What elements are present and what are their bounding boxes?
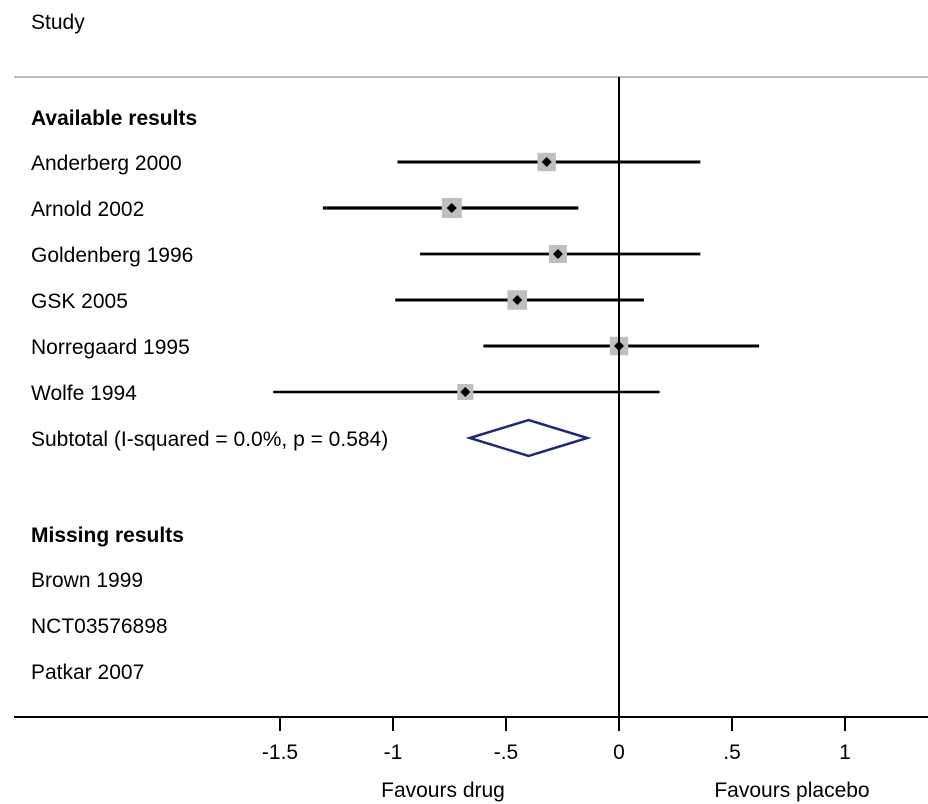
- study-column-header: Study: [31, 11, 85, 34]
- subtotal-label: Subtotal (I-squared = 0.0%, p = 0.584): [31, 428, 388, 451]
- effect-marks: [273, 77, 760, 717]
- favours-drug-label: Favours drug: [381, 779, 505, 802]
- x-tick-label: 1: [839, 741, 851, 764]
- study-label: Patkar 2007: [31, 661, 144, 684]
- point-estimate: [552, 249, 563, 259]
- study-label: Brown 1999: [31, 569, 143, 592]
- point-estimate: [512, 295, 523, 305]
- study-label: Arnold 2002: [31, 198, 144, 221]
- x-tick-label: -.5: [494, 741, 519, 764]
- x-tick-label: -1: [384, 741, 403, 764]
- point-estimate: [541, 157, 552, 167]
- study-label: NCT03576898: [31, 615, 168, 638]
- x-tick-label: 0: [613, 741, 625, 764]
- x-tick-label: -1.5: [262, 741, 298, 764]
- study-label: Goldenberg 1996: [31, 244, 193, 267]
- x-axis: -1.5 -1 -.5 0 .5 1 Favours drug Favours placebo: [14, 716, 928, 802]
- group-heading-missing: Missing results: [31, 524, 184, 547]
- study-rows: Available results Anderberg 2000 Arnold 20…: [31, 107, 388, 684]
- x-tick-label: .5: [723, 741, 741, 764]
- study-label: Wolfe 1994: [31, 382, 137, 405]
- study-label: GSK 2005: [31, 290, 128, 313]
- subtotal-diamond: [465, 418, 592, 458]
- group-heading-available: Available results: [31, 107, 197, 130]
- favours-placebo-label: Favours placebo: [714, 779, 869, 802]
- study-label: Anderberg 2000: [31, 152, 182, 175]
- point-estimate: [460, 387, 471, 397]
- study-label: Norregaard 1995: [31, 336, 190, 359]
- point-estimate: [446, 203, 457, 213]
